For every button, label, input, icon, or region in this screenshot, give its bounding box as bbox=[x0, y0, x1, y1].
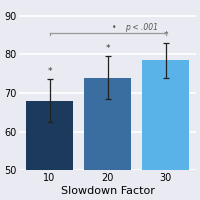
Text: •: • bbox=[112, 23, 117, 32]
Text: *: * bbox=[47, 67, 52, 76]
Bar bbox=[142, 60, 189, 200]
Text: *: * bbox=[105, 44, 110, 53]
Text: *: * bbox=[163, 31, 168, 40]
Text: p < .001: p < .001 bbox=[125, 23, 158, 32]
Bar bbox=[84, 78, 131, 200]
X-axis label: Slowdown Factor: Slowdown Factor bbox=[61, 186, 155, 196]
Bar bbox=[26, 101, 73, 200]
